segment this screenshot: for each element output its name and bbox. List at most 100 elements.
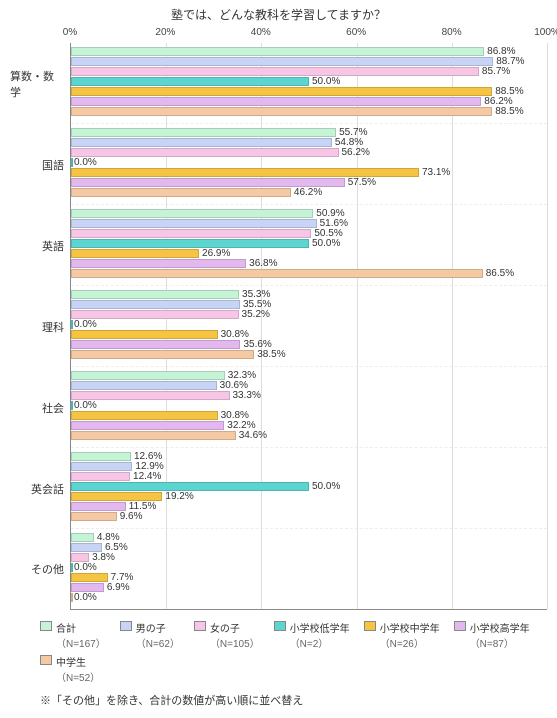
bar <box>71 533 94 542</box>
legend-item: 女の子（N=105） <box>194 620 260 650</box>
bar-row: 7.7% <box>71 573 547 582</box>
bar <box>71 259 246 268</box>
bar-row: 4.8% <box>71 533 547 542</box>
plot-area: 算数・数学国語英語理科社会英会話その他 86.8%88.7%85.7%50.0%… <box>10 43 547 610</box>
bar <box>71 188 291 197</box>
bar-value: 9.6% <box>120 511 143 522</box>
bar <box>71 158 73 167</box>
bar-row: 54.8% <box>71 138 547 147</box>
bar-value: 0.0% <box>74 562 97 573</box>
bar-row: 26.9% <box>71 249 547 258</box>
bar <box>71 67 479 76</box>
bar-value: 86.5% <box>486 268 514 279</box>
bar <box>71 320 73 329</box>
bar-row: 0.0% <box>71 401 547 410</box>
legend-label: 小学校高学年（N=87） <box>470 620 530 650</box>
legend-item: 小学校低学年（N=2） <box>274 620 350 650</box>
bar-value: 50.0% <box>312 481 340 492</box>
bar <box>71 57 493 66</box>
bar <box>71 229 311 238</box>
bar <box>71 340 240 349</box>
bar <box>71 371 225 380</box>
bar-row: 6.9% <box>71 583 547 592</box>
category-label: 社会 <box>10 367 70 448</box>
legend-item: 中学生（N=52） <box>40 654 100 684</box>
bar-value: 85.7% <box>482 66 510 77</box>
bar-row: 86.5% <box>71 269 547 278</box>
bar <box>71 330 218 339</box>
bar <box>71 148 339 157</box>
bar <box>71 391 230 400</box>
bar-row: 73.1% <box>71 168 547 177</box>
juku-subjects-chart: 塾では、どんな教科を学習してますか？ 0%20%40%60%80%100% 算数… <box>0 0 557 718</box>
bar-row: 11.5% <box>71 502 547 511</box>
bar-row: 33.3% <box>71 391 547 400</box>
bar-row: 30.6% <box>71 381 547 390</box>
bar-value: 0.0% <box>74 157 97 168</box>
bar <box>71 249 199 258</box>
category-label: 英語 <box>10 205 70 286</box>
bar <box>71 300 240 309</box>
bar-row: 56.2% <box>71 148 547 157</box>
bar-value: 0.0% <box>74 319 97 330</box>
category-group: 4.8%6.5%3.8%0.0%7.7%6.9%0.0% <box>71 529 547 609</box>
legend-item: 男の子（N=62） <box>120 620 180 650</box>
legend-swatch <box>40 655 52 665</box>
legend-swatch <box>364 621 376 631</box>
bar <box>71 452 131 461</box>
bar-row: 85.7% <box>71 67 547 76</box>
bar <box>71 178 345 187</box>
category-group: 35.3%35.5%35.2%0.0%30.8%35.6%38.5% <box>71 286 547 367</box>
bar-row: 30.8% <box>71 330 547 339</box>
bar <box>71 77 309 86</box>
category-label: 英会話 <box>10 448 70 529</box>
plot: 86.8%88.7%85.7%50.0%88.5%86.2%88.5%55.7%… <box>70 43 547 610</box>
bar-value: 0.0% <box>74 592 97 603</box>
bar-value: 6.9% <box>107 582 130 593</box>
bar <box>71 269 483 278</box>
category-label: 国語 <box>10 124 70 205</box>
bar <box>71 472 130 481</box>
bar <box>71 543 102 552</box>
x-axis-top: 0%20%40%60%80%100% <box>70 27 547 43</box>
bar <box>71 492 162 501</box>
bar <box>71 431 236 440</box>
bar <box>71 583 104 592</box>
bar-row: 35.2% <box>71 310 547 319</box>
bar-row: 3.8% <box>71 553 547 562</box>
bar <box>71 97 481 106</box>
bar-row: 88.7% <box>71 57 547 66</box>
bar <box>71 290 239 299</box>
bar-value: 88.5% <box>495 106 523 117</box>
bar-row: 55.7% <box>71 128 547 137</box>
bar-value: 26.9% <box>202 248 230 259</box>
bar <box>71 553 89 562</box>
legend-label: 小学校中学年（N=26） <box>380 620 440 650</box>
bar-value: 46.2% <box>294 187 322 198</box>
bar-value: 50.0% <box>312 238 340 249</box>
legend-item: 合計（N=167） <box>40 620 106 650</box>
category-group: 32.3%30.6%33.3%0.0%30.8%32.2%34.6% <box>71 367 547 448</box>
legend-swatch <box>194 621 206 631</box>
bar-row: 0.0% <box>71 563 547 572</box>
bar-value: 57.5% <box>348 177 376 188</box>
bar-row: 88.5% <box>71 107 547 116</box>
bar-value: 19.2% <box>165 491 193 502</box>
bar-row: 88.5% <box>71 87 547 96</box>
bar <box>71 512 117 521</box>
bar-value: 38.5% <box>257 349 285 360</box>
bar <box>71 482 309 491</box>
bar <box>71 310 239 319</box>
bar-value: 33.3% <box>233 390 261 401</box>
legend: 合計（N=167） 男の子（N=62） 女の子（N=105） 小学校低学年（N=2） 小… <box>40 620 547 684</box>
bar-row: 38.5% <box>71 350 547 359</box>
category-group: 12.6%12.9%12.4%50.0%19.2%11.5%9.6% <box>71 448 547 529</box>
bar <box>71 47 484 56</box>
bar <box>71 350 254 359</box>
footnote: ※「その他」を除き、合計の数値が高い順に並べ替え <box>40 692 547 708</box>
x-tick: 0% <box>63 27 77 38</box>
bar-row: 32.2% <box>71 421 547 430</box>
category-label: 理科 <box>10 286 70 367</box>
bar-row: 19.2% <box>71 492 547 501</box>
x-tick: 60% <box>346 27 366 38</box>
